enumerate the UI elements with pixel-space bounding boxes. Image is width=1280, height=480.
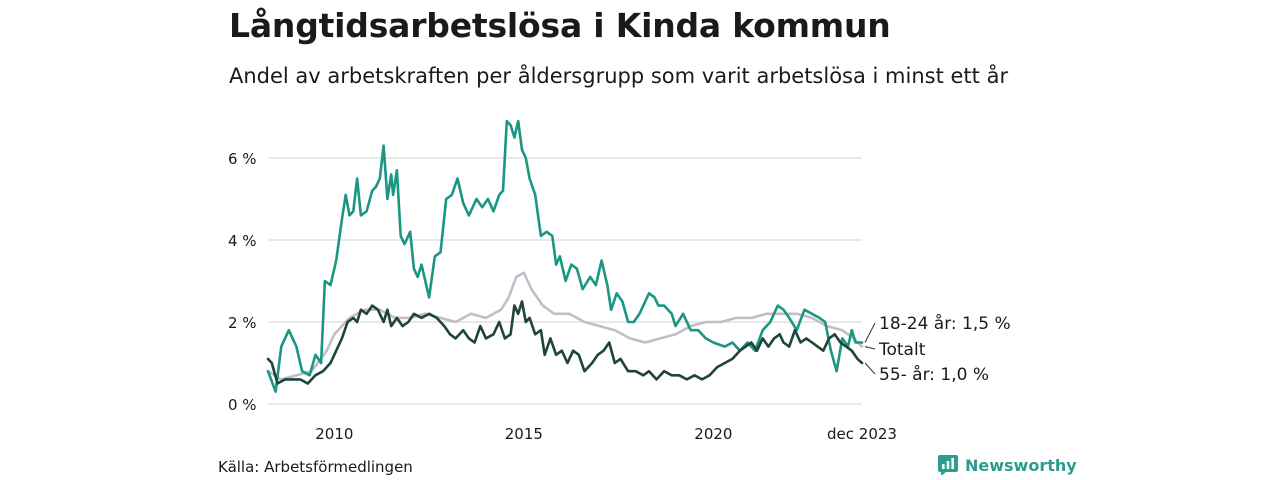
- series-end-label: Totalt: [878, 340, 926, 360]
- line-chart: 0 % 2 % 4 % 6 % 2010 2015 2020 dec 2023 Totalt…: [228, 119, 1011, 443]
- series-line-1: [266, 119, 864, 393]
- x-tick-label: 2015: [505, 425, 543, 443]
- y-tick-label: 6 %: [228, 150, 257, 168]
- y-tick-label: 4 %: [228, 232, 257, 250]
- series-end-label: 55- år: 1,0 %: [879, 364, 989, 385]
- series-labels: Totalt 18-24 år: 1,5 % 55- år: 1,0 %: [864, 313, 1011, 385]
- series-line-2: [266, 300, 864, 385]
- newsworthy-logo-icon: [938, 455, 958, 475]
- gridlines: [268, 157, 862, 405]
- x-axis-ticks: 2010 2015 2020 dec 2023: [315, 425, 897, 443]
- series-end-label: 18-24 år: 1,5 %: [879, 313, 1011, 334]
- series-line-0: [266, 271, 864, 381]
- series-lines: [266, 119, 864, 393]
- chart-title: Långtidsarbetslösa i Kinda kommun: [229, 6, 891, 45]
- x-tick-label: 2010: [315, 425, 353, 443]
- source-note: Källa: Arbetsförmedlingen: [218, 458, 413, 476]
- chart-subtitle: Andel av arbetskraften per åldersgrupp s…: [229, 64, 1009, 88]
- leader-line: [864, 322, 876, 343]
- leader-line: [864, 362, 876, 375]
- y-tick-label: 0 %: [228, 396, 257, 414]
- brand-logo[interactable]: Newsworthy: [938, 455, 1077, 475]
- brand-name: Newsworthy: [965, 455, 1077, 475]
- leader-line: [864, 346, 876, 350]
- x-tick-label: 2020: [694, 425, 732, 443]
- y-axis-ticks: 0 % 2 % 4 % 6 %: [228, 150, 257, 414]
- x-tick-label: dec 2023: [827, 425, 897, 443]
- y-tick-label: 2 %: [228, 314, 257, 332]
